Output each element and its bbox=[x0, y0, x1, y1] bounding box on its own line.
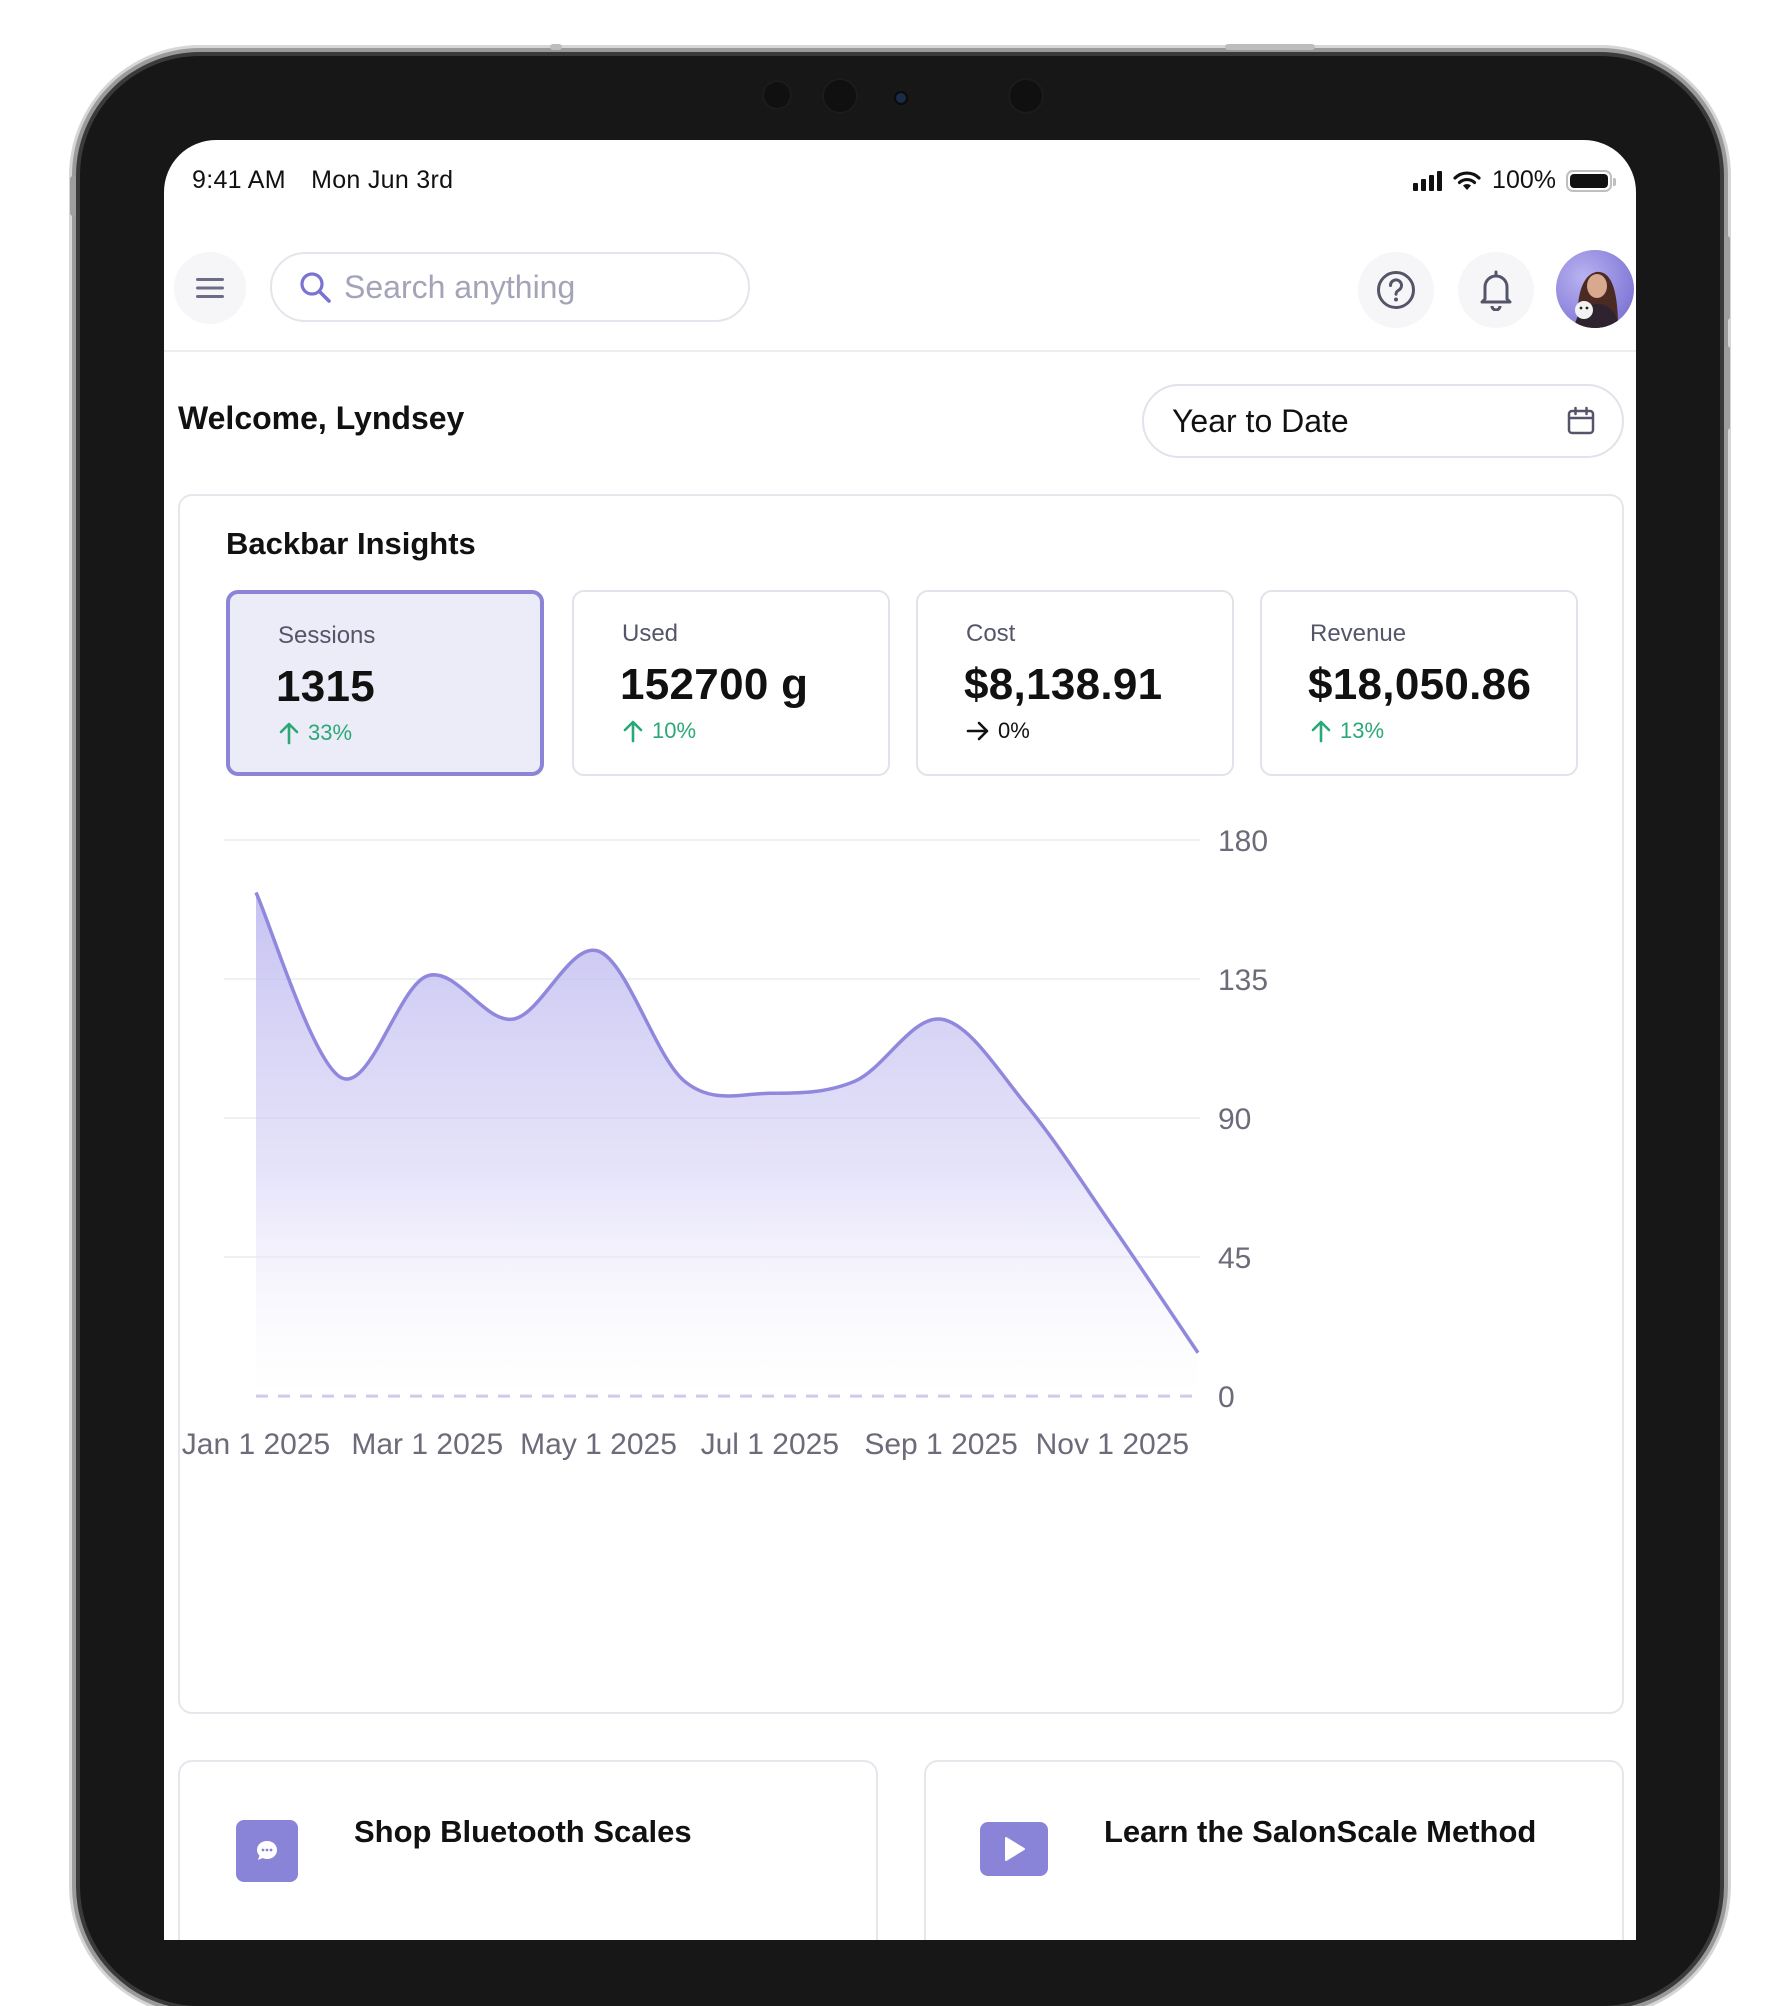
menu-icon bbox=[196, 278, 224, 298]
wifi-icon bbox=[1453, 170, 1481, 190]
x-tick-label: May 1 2025 bbox=[520, 1428, 677, 1461]
arrow-up-icon bbox=[1311, 720, 1331, 743]
battery-icon bbox=[1566, 169, 1616, 192]
y-tick-label: 90 bbox=[1218, 1103, 1251, 1136]
x-tick-label: Jan 1 2025 bbox=[182, 1428, 330, 1461]
learn-method-card[interactable]: Learn the SalonScale Method bbox=[924, 1760, 1624, 1940]
x-tick-label: Sep 1 2025 bbox=[864, 1428, 1017, 1461]
promo-title: Learn the SalonScale Method bbox=[1104, 1814, 1537, 1849]
stat-card-revenue[interactable]: Revenue $18,050.86 13% bbox=[1260, 590, 1578, 776]
volume-up-button bbox=[1724, 236, 1730, 320]
search-icon bbox=[300, 272, 331, 303]
stat-label: Revenue bbox=[1310, 620, 1407, 647]
x-tick-label: Mar 1 2025 bbox=[351, 1428, 503, 1461]
arrow-up-icon bbox=[279, 722, 299, 745]
date-range-value: Year to Date bbox=[1172, 402, 1349, 439]
camera-lens bbox=[896, 93, 906, 103]
y-tick-label: 45 bbox=[1218, 1242, 1251, 1275]
insights-title: Backbar Insights bbox=[226, 526, 476, 561]
menu-button[interactable] bbox=[174, 252, 246, 324]
stat-label: Sessions bbox=[278, 622, 376, 649]
notifications-button[interactable] bbox=[1458, 252, 1534, 328]
app-screen: 9:41 AM Mon Jun 3rd 100% bbox=[164, 140, 1636, 1940]
volume-down-button bbox=[1724, 346, 1730, 430]
calendar-icon bbox=[1567, 406, 1595, 435]
top-button bbox=[550, 44, 562, 50]
stat-delta: 33% bbox=[278, 720, 352, 746]
stat-value: 1315 bbox=[276, 662, 376, 711]
bell-icon bbox=[1480, 270, 1512, 311]
stat-card-sessions[interactable]: Sessions 1315 33% bbox=[226, 590, 544, 776]
stat-delta: 10% bbox=[622, 718, 696, 744]
series-line bbox=[254, 891, 1200, 1354]
arrow-right-icon bbox=[966, 721, 989, 741]
x-tick-label: Jul 1 2025 bbox=[701, 1428, 839, 1461]
stat-value: $18,050.86 bbox=[1308, 660, 1532, 709]
play-icon bbox=[980, 1822, 1048, 1876]
power-button bbox=[1225, 44, 1315, 50]
promo-title: Shop Bluetooth Scales bbox=[354, 1814, 692, 1849]
stat-label: Used bbox=[622, 620, 679, 647]
stat-card-used[interactable]: Used 152700 g 10% bbox=[572, 590, 890, 776]
user-photo bbox=[1556, 250, 1634, 328]
camera-sensor bbox=[762, 80, 792, 110]
y-tick-label: 180 bbox=[1218, 825, 1268, 858]
avatar[interactable] bbox=[1556, 250, 1634, 328]
stat-value: $8,138.91 bbox=[964, 660, 1163, 709]
status-time: 9:41 AM bbox=[192, 166, 286, 194]
help-icon bbox=[1377, 271, 1415, 309]
stat-card-cost[interactable]: Cost $8,138.91 0% bbox=[916, 590, 1234, 776]
y-tick-label: 0 bbox=[1218, 1381, 1235, 1414]
camera-sensor bbox=[822, 78, 858, 114]
area-fill bbox=[256, 892, 1198, 1396]
date-range-select[interactable]: Year to Date bbox=[1142, 384, 1624, 458]
backbar-insights-card: Backbar Insights Sessions 1315 33% Used … bbox=[178, 494, 1624, 1714]
stat-delta-value: 33% bbox=[308, 720, 353, 745]
stat-delta-value: 10% bbox=[652, 718, 697, 743]
cellular-signal-icon bbox=[1413, 170, 1443, 191]
search-input[interactable]: Search anything bbox=[270, 252, 750, 322]
camera-sensor bbox=[1008, 78, 1044, 114]
chat-bubble-icon bbox=[236, 1820, 298, 1882]
status-date: Mon Jun 3rd bbox=[311, 166, 454, 194]
stat-value: 152700 g bbox=[620, 660, 809, 709]
shop-scales-card[interactable]: Shop Bluetooth Scales bbox=[178, 1760, 878, 1940]
arrow-up-icon bbox=[623, 720, 643, 743]
battery-percent: 100% bbox=[1492, 166, 1556, 194]
x-tick-label: Nov 1 2025 bbox=[1036, 1428, 1189, 1461]
sessions-area-chart: 180 135 90 45 0 Jan 1 2025 Mar 1 2025 May 1 20… bbox=[182, 825, 1268, 1461]
stat-delta-value: 0% bbox=[998, 718, 1030, 743]
stat-delta: 0% bbox=[966, 718, 1030, 744]
stat-delta-value: 13% bbox=[1340, 718, 1385, 743]
y-tick-label: 135 bbox=[1218, 964, 1268, 997]
top-toolbar: Search anything bbox=[164, 220, 1636, 352]
left-edge-marker bbox=[70, 176, 76, 216]
help-button[interactable] bbox=[1358, 252, 1434, 328]
stat-delta: 13% bbox=[1310, 718, 1384, 744]
status-bar: 9:41 AM Mon Jun 3rd 100% bbox=[164, 140, 1636, 220]
search-placeholder: Search anything bbox=[344, 268, 576, 305]
stat-label: Cost bbox=[966, 620, 1016, 647]
welcome-heading: Welcome, Lyndsey bbox=[178, 400, 465, 436]
